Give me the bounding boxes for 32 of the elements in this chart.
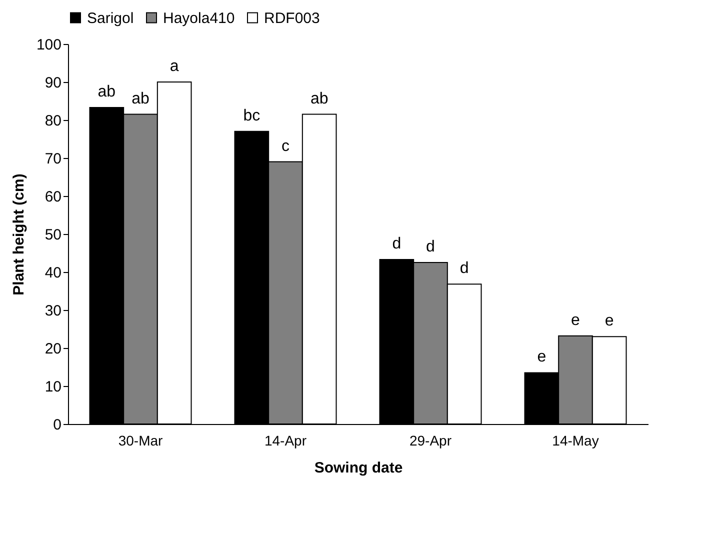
y-tick-label: 40 (44, 264, 62, 282)
data-label: d (392, 235, 402, 252)
y-tick-label: 90 (44, 74, 62, 92)
data-label: e (537, 348, 546, 366)
data-label: ab (310, 90, 328, 108)
x-tick-label: 14-Apr (264, 432, 307, 448)
data-label: e (571, 312, 580, 329)
data-label: a (170, 58, 179, 75)
y-tick-label: 10 (44, 378, 62, 396)
y-tick-label: 70 (44, 150, 62, 168)
legend-label: Hayola410 (163, 10, 235, 27)
y-tick-label: 80 (44, 112, 62, 130)
x-tick-label: 29-Apr (409, 432, 452, 448)
y-tick-label: 20 (44, 340, 62, 358)
x-tick-label: 14-May (552, 432, 599, 448)
data-label: d (426, 238, 435, 256)
data-label: d (460, 260, 469, 278)
x-axis-title: Sowing date (314, 460, 403, 476)
data-label: ab (132, 90, 150, 108)
y-tick-label: 30 (44, 302, 62, 320)
x-tick-label: 30-Mar (118, 432, 164, 448)
data-label: ab (98, 83, 116, 100)
y-tick-label: 0 (53, 416, 62, 434)
y-tick-label: 60 (44, 188, 62, 206)
data-label: e (604, 312, 614, 330)
y-tick-label: 100 (36, 36, 62, 54)
y-axis-title: Plant height (cm) (10, 174, 28, 296)
data-label: c (282, 138, 290, 155)
legend-label: RDF003 (264, 10, 320, 27)
legend-label: Sarigol (87, 10, 134, 27)
data-label: bc (243, 107, 260, 124)
y-tick-label: 50 (44, 226, 62, 244)
